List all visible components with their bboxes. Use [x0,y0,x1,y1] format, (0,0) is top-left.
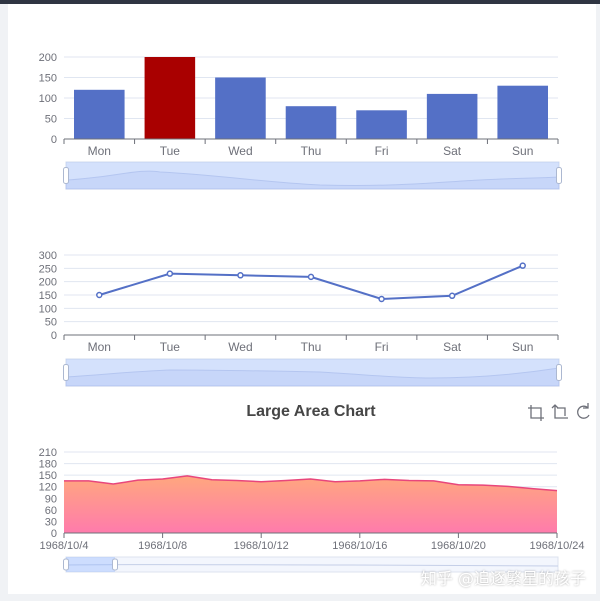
line-point-fri[interactable] [378,295,385,303]
area-chart-ytick-label: 30 [45,516,57,528]
line-chart-xtick-label: Tue [160,340,181,354]
toolbox [528,403,590,421]
line-chart-dataZoom-right-handle[interactable] [556,364,562,381]
line-chart-ytick-label: 0 [51,330,57,342]
line-chart-dataZoom-shadow [65,367,560,387]
bar-chart-ytick-label: 100 [39,93,57,105]
line-chart-ytick-label: 250 [39,263,57,275]
zoom-reset-icon[interactable] [551,404,568,419]
line-chart-ytick-label: 150 [39,290,57,302]
bar-sat[interactable] [426,93,478,139]
bar-chart-xtick-label: Wed [228,144,252,158]
line-chart-dataZoom-window[interactable] [66,359,559,386]
bar-tue[interactable] [144,57,196,139]
line-point-sun[interactable] [519,262,526,269]
area-chart-dataZoom-left-handle[interactable] [63,558,69,571]
bar-chart-xtick-label: Thu [301,144,322,158]
area-fill [64,475,557,533]
bar-chart-ytick-label: 0 [51,134,57,146]
bar-sun[interactable] [497,85,548,139]
line-chart-xtick-label: Sun [512,340,533,354]
bar-fri[interactable] [356,110,407,139]
line-chart-ytick-label: 100 [39,303,57,315]
bar-chart-xtick-label: Mon [88,144,111,158]
line-chart-ytick-label: 50 [45,317,57,329]
line-point-thu[interactable] [307,273,315,281]
bar-chart-xtick-label: Tue [160,144,181,158]
line-chart-ytick-label: 200 [39,277,57,289]
bar-chart-xtick-label: Sun [512,144,533,158]
bar-chart-dataZoom-right-handle[interactable] [556,167,562,184]
bar-chart-dataZoom-shadow [65,170,560,190]
bar-wed[interactable] [215,77,266,140]
line-point-mon[interactable] [96,291,103,299]
area-chart-ytick-label: 120 [39,482,57,494]
line-chart-dataZoom-left-handle[interactable] [63,364,69,381]
area-chart-dataZoom-window[interactable] [66,557,115,572]
bar-chart-xtick-label: Sat [443,144,462,158]
line-series [98,264,524,301]
line-point-tue[interactable] [166,270,174,277]
bar-mon[interactable] [74,89,125,139]
area-chart-xtick-label: 1968/10/4 [40,540,89,552]
area-chart-xtick-label: 1968/10/20 [431,540,486,552]
watermark: 知乎 @追逐繁星的孩子 [420,569,586,588]
line-chart-ytick-label: 300 [39,250,57,262]
zoom-icon[interactable] [528,405,544,421]
area-chart-ytick-label: 210 [39,447,57,459]
area-chart-ytick-label: 180 [39,459,57,471]
line-chart-xtick-label: Wed [228,340,252,354]
line-chart-xtick-label: Fri [375,340,389,354]
restore-icon[interactable] [577,403,590,419]
line-point-sat[interactable] [448,292,456,300]
bar-chart-xtick-label: Fri [375,144,389,158]
area-chart-xtick-label: 1968/10/8 [138,540,187,552]
area-chart-xtick-label: 1968/10/12 [234,540,289,552]
top-bar [0,0,600,4]
area-chart-ytick-label: 150 [39,470,57,482]
bar-chart: 0 50 100 150 200 Mon Tue Wed Thu Fri Sat Sun [39,52,562,190]
line-chart-xtick-label: Thu [301,340,322,354]
bar-chart-dataZoom-left-handle[interactable] [63,167,69,184]
area-line [64,475,558,492]
line-chart-xtick-label: Sat [443,340,462,354]
bar-chart-ytick-label: 150 [39,73,57,85]
area-chart-ytick-label: 90 [45,493,57,505]
area-chart-title: Large Area Chart [246,403,376,420]
area-chart-ytick-label: 60 [45,505,57,517]
area-chart-xtick-label: 1968/10/16 [332,540,387,552]
area-chart-xtick-label: 1968/10/24 [529,540,584,552]
bar-chart-dataZoom-window[interactable] [66,162,559,189]
area-chart-dataZoom-right-handle[interactable] [112,558,118,571]
line-chart-xtick-label: Mon [88,340,111,354]
bar-thu[interactable] [285,106,337,139]
bar-chart-ytick-label: 50 [45,114,57,126]
area-chart-ytick-label: 0 [51,528,57,540]
area-chart-dataZoom-shadow [65,564,559,567]
bar-chart-ytick-label: 200 [39,52,57,64]
line-point-wed[interactable] [237,272,244,279]
